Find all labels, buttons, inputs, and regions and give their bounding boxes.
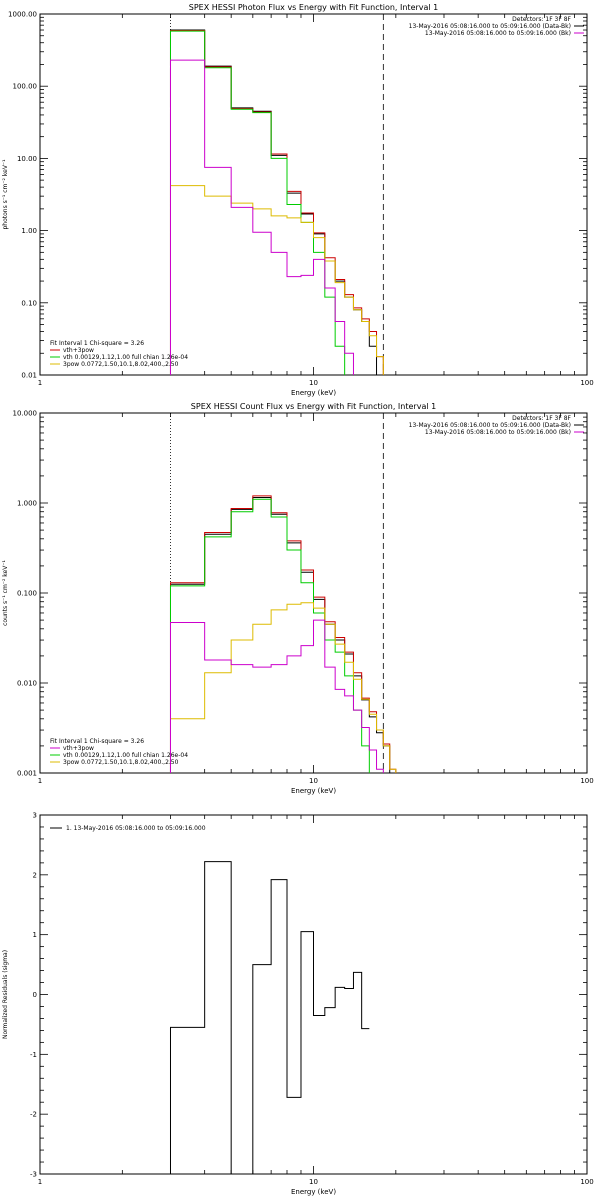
legend-entry: 1. 13-May-2016 05:08:16.000 to 05:09:16.… [66,825,206,832]
y-tick-label: 1 [33,931,37,939]
y-axis-label: Normalized Residuals (sigma) [2,950,9,1039]
series-5-line [169,59,354,375]
panel-2: SPEX HESSI Count Flux vs Energy with Fit… [2,402,594,795]
x-axis-label: Energy (keV) [291,1188,336,1196]
x-tick-label: 1 [38,777,42,785]
y-tick-label: 2 [33,871,37,879]
chart-title: SPEX HESSI Count Flux vs Energy with Fit… [191,402,436,411]
x-axis-label: Energy (keV) [291,389,336,397]
x-tick-label: 10 [309,379,318,387]
series-1-line [169,497,391,773]
x-tick-label: 100 [580,1178,593,1186]
plot-area [169,413,397,773]
series-4-line [169,602,397,773]
y-tick-label: 0.001 [17,770,37,778]
y-axis-label: photons s⁻¹ cm⁻² keV⁻¹ [2,159,9,230]
y-tick-label: 0.010 [17,680,37,688]
series-5-line [169,619,384,773]
legend-topright-entry: 13-May-2016 05:08:16.000 to 05:09:16.000… [425,30,571,37]
legend-topright-entry: Detectors: 1F 3F 8F [512,16,571,23]
x-tick-label: 100 [580,379,593,387]
legend-bottomleft-entry: vth 0.00129,1.12,1.00 full chian 1.26e-0… [63,354,188,361]
y-tick-label: 0.01 [21,372,37,380]
legend-bottomleft-entry: 3pow 0.0772,1.50,10.1,8.02,400.,2.50 [63,759,179,766]
panel-1: SPEX HESSI Photon Flux vs Energy with Fi… [2,3,594,397]
legend-topright-entry: Detectors: 1F 3F 8F [512,415,571,422]
legend-bottomleft-entry: vth+3pow [63,347,94,354]
panel-3: 1 10 100 Energy (keV) -3 -2 -1 0 1 2 3 Normalized R… [2,812,594,1197]
y-tick-label: -3 [30,1171,37,1179]
x-tick-label: 10 [309,777,318,785]
legend-bottomleft-entry: vth 0.00129,1.12,1.00 full chian 1.26e-0… [63,752,188,759]
x-tick-label: 10 [309,1178,318,1186]
plot-area [169,14,384,375]
legend-topright-entry: 13-May-2016 05:08:16.000 to 05:09:16.000… [425,429,571,436]
y-tick-label: 0 [33,991,37,999]
y-tick-label: -2 [30,1111,37,1119]
y-axis-label: counts s⁻¹ cm⁻² keV⁻¹ [2,560,9,626]
y-tick-label: 10.00 [17,155,37,163]
chart-title: SPEX HESSI Photon Flux vs Energy with Fi… [189,3,439,12]
fit-summary: Fit Interval 1 Chi-square = 3.26 [50,340,144,347]
y-tick-label: 1.000 [17,500,37,508]
x-tick-label: 1 [38,379,42,387]
fit-summary: Fit Interval 1 Chi-square = 3.26 [50,738,144,745]
series-1-line [169,861,370,1174]
x-tick-label: 1 [38,1178,42,1186]
y-tick-label: 3 [33,812,37,820]
plot-frame [39,13,588,376]
series-4-line [169,185,384,375]
x-axis-label: Energy (keV) [291,787,336,795]
legend-bottomleft-entry: 3pow 0.0772,1.50,10.1,8.02,400.,2.50 [63,361,179,368]
y-tick-label: 10.000 [13,410,38,418]
y-tick-label: 0.100 [17,590,37,598]
legend-topright-entry: 13-May-2016 05:08:16.000 to 05:09:16.000… [409,23,571,30]
legend-topright-entry: 13-May-2016 05:08:16.000 to 05:09:16.000… [409,422,571,429]
y-tick-label: 0.10 [21,299,37,307]
legend-bottomleft-entry: vth+3pow [63,745,94,752]
y-tick-label: 1.00 [21,227,37,235]
plot-area [169,861,370,1174]
y-tick-label: 1000.00 [8,11,37,19]
y-tick-label: 100.00 [13,83,38,91]
y-tick-label: -1 [30,1051,37,1059]
x-tick-label: 100 [580,777,593,785]
